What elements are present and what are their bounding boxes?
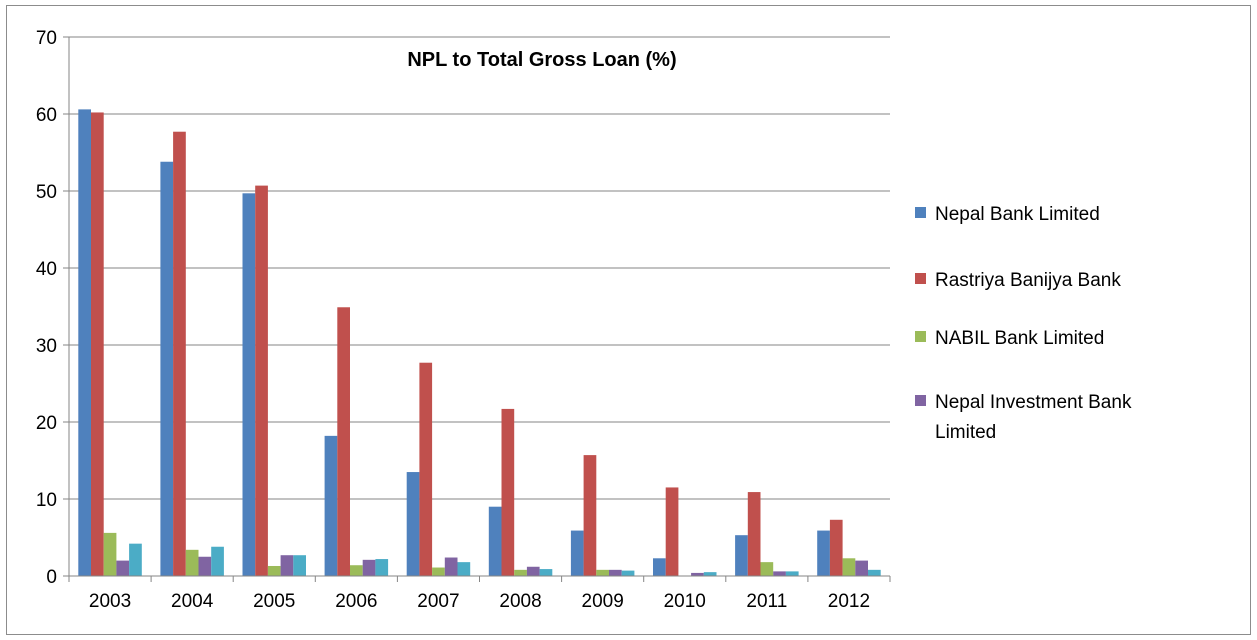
bar: [501, 408, 515, 576]
chart-title: NPL to Total Gross Loan (%): [407, 49, 676, 71]
y-tick-label: 20: [36, 413, 57, 434]
bar: [129, 543, 142, 576]
x-tick-label: 2008: [499, 591, 541, 612]
x-tick-label: 2004: [171, 591, 214, 612]
bar: [596, 569, 609, 576]
legend-label: Nepal Investment Bank: [935, 392, 1132, 413]
bar: [868, 569, 881, 576]
bar: [665, 487, 679, 576]
bar: [116, 560, 130, 576]
y-tick-label: 0: [46, 567, 57, 588]
bar: [829, 519, 843, 576]
y-tick-label: 60: [36, 105, 57, 126]
bar: [211, 546, 224, 576]
bar: [747, 492, 761, 576]
bar: [526, 566, 540, 576]
bar: [583, 455, 597, 576]
y-tick-label: 10: [36, 490, 57, 511]
x-tick-label: 2006: [335, 591, 377, 612]
x-tick-label: 2010: [664, 591, 706, 612]
legend-label: Limited: [935, 422, 996, 443]
bar: [185, 549, 199, 576]
bar: [539, 569, 553, 576]
bar: [337, 307, 350, 576]
bar: [785, 571, 799, 576]
bars: [78, 109, 881, 577]
legend-swatch: [915, 273, 926, 284]
x-tick-label: 2003: [89, 591, 131, 612]
bar: [419, 362, 433, 576]
legend-swatch: [915, 331, 926, 342]
bar: [198, 556, 212, 576]
bar: [691, 572, 704, 576]
bar: [432, 567, 445, 576]
bar: [406, 472, 420, 576]
bar: [103, 532, 117, 576]
bar: [91, 112, 104, 577]
y-tick-label: 30: [36, 336, 57, 357]
bar: [78, 109, 91, 576]
bar: [242, 193, 256, 576]
x-tick-label: 2005: [253, 591, 295, 612]
bar: [621, 570, 635, 576]
bar: [817, 530, 830, 576]
legend-label: Nepal Bank Limited: [935, 204, 1100, 225]
bar: [324, 435, 338, 576]
x-tick-label: 2011: [746, 591, 787, 612]
bar: [362, 559, 376, 576]
bar: [842, 558, 856, 576]
bar: [773, 571, 786, 576]
axes: 0 10 20 30 40 50 60 70 2003 2004 2005 2006 2007 2008 2…: [36, 28, 891, 612]
gridlines: [69, 36, 890, 500]
legend-swatch: [915, 395, 926, 406]
legend-label: Rastriya Banijya Bank: [935, 270, 1121, 291]
bar: [570, 530, 584, 576]
bar: [760, 562, 774, 576]
bar: [457, 562, 471, 576]
legend: Nepal Bank Limited Rastriya Banijya Bank N…: [915, 204, 1132, 443]
bar: [653, 558, 666, 576]
legend-label: NABIL Bank Limited: [935, 328, 1104, 349]
y-tick-label: 40: [36, 259, 57, 280]
y-tick-label: 50: [36, 182, 57, 203]
x-tick-label: 2009: [582, 591, 624, 612]
legend-swatch: [915, 207, 926, 218]
bar: [255, 185, 268, 577]
bar: [488, 506, 502, 576]
bar: [173, 131, 186, 576]
bar: [350, 565, 363, 576]
bar: [160, 161, 174, 577]
bar: [514, 569, 527, 576]
x-tick-label: 2012: [828, 591, 870, 612]
bar: [609, 569, 622, 576]
bar: [280, 555, 294, 576]
bar: [703, 572, 717, 576]
y-tick-label: 70: [36, 28, 57, 49]
bar: [444, 557, 458, 576]
bar: [293, 555, 306, 576]
bar: [855, 560, 868, 576]
x-tick-label: 2007: [417, 591, 459, 612]
bar: [735, 535, 748, 576]
chart-frame: [6, 5, 1251, 635]
bar: [375, 559, 389, 576]
bar: [267, 565, 281, 576]
